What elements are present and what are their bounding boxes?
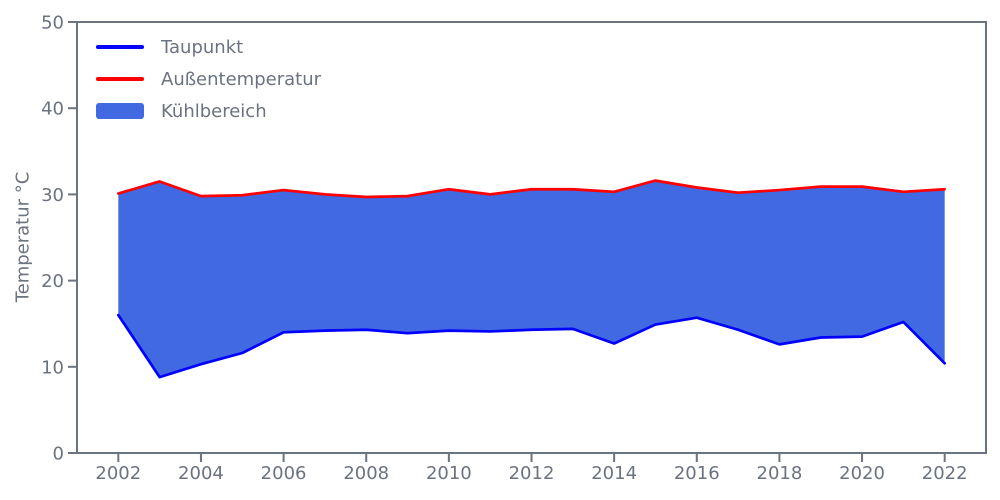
aussentemperatur-legend-line <box>96 77 144 81</box>
plot-border <box>76 21 987 454</box>
kuehlbereich-area <box>118 180 945 378</box>
x-tick-label: 2018 <box>757 463 803 484</box>
x-tick-label: 2016 <box>674 463 720 484</box>
y-tick-label: 20 <box>41 271 64 292</box>
x-tick-label: 2020 <box>839 463 885 484</box>
y-tick-label: 0 <box>53 444 64 465</box>
kuehlbereich-legend-patch <box>96 103 144 119</box>
taupunkt-legend-label: Taupunkt <box>161 36 244 58</box>
x-tick-label: 2022 <box>922 463 968 484</box>
x-tick-label: 2010 <box>426 463 472 484</box>
kuehlbereich-legend-label: Kühlbereich <box>161 100 267 122</box>
aussentemperatur-legend-label: Außentemperatur <box>161 68 322 90</box>
y-tick-label: 40 <box>41 99 64 120</box>
x-tick-label: 2002 <box>95 463 141 484</box>
y-tick-label: 10 <box>41 357 64 378</box>
x-tick-label: 2006 <box>261 463 307 484</box>
x-tick-label: 2004 <box>178 463 224 484</box>
x-tick-label: 2008 <box>343 463 389 484</box>
taupunkt-legend-line <box>96 45 144 49</box>
x-tick-label: 2012 <box>509 463 555 484</box>
y-tick-label: 30 <box>41 185 64 206</box>
y-axis-label: Temperatur °C <box>12 171 34 303</box>
legend: Taupunkt Außentemperatur Kühlbereich <box>96 31 321 127</box>
aussentemperatur-line <box>116 179 947 199</box>
taupunkt-line <box>116 313 947 379</box>
y-tick-label: 50 <box>41 13 64 34</box>
legend-item-kuehlbereich: Kühlbereich <box>96 95 321 127</box>
x-tick-label: 2014 <box>591 463 637 484</box>
legend-item-aussentemperatur: Außentemperatur <box>96 63 321 95</box>
legend-item-taupunkt: Taupunkt <box>96 31 321 63</box>
